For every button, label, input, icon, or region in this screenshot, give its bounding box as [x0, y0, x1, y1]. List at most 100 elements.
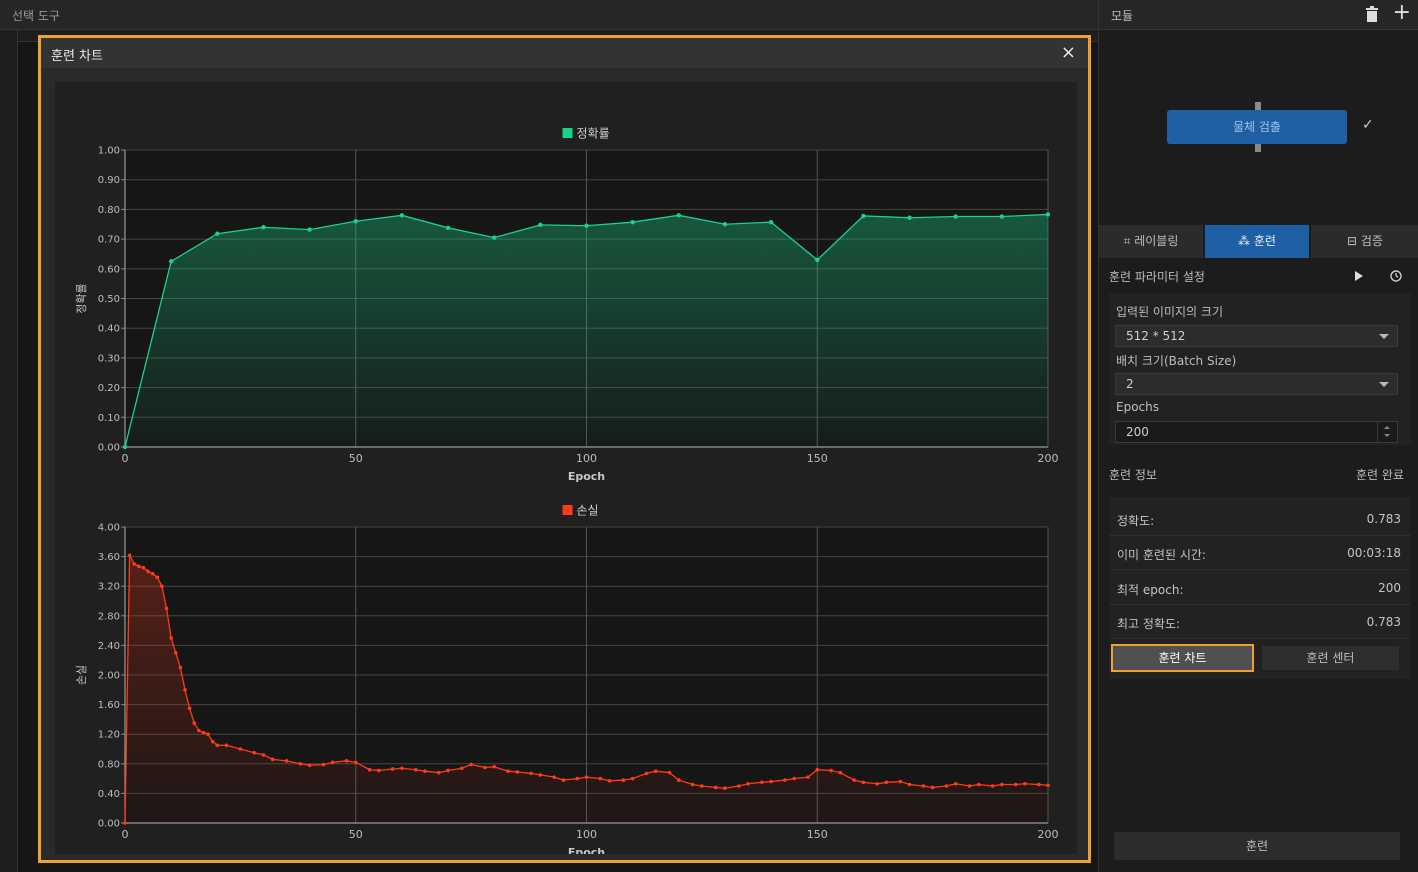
dialog-title: 훈련 차트 — [51, 49, 103, 64]
x-tick-label: 0 — [122, 452, 129, 465]
train-button[interactable]: 훈련 — [1114, 832, 1400, 860]
y-tick-label: 0.00 — [98, 443, 120, 454]
data-point — [815, 257, 820, 263]
data-point — [215, 743, 220, 748]
data-point — [400, 766, 404, 771]
data-point — [953, 214, 958, 219]
data-point — [390, 767, 395, 771]
tab-labeling[interactable]: ⌗ 레이블링 — [1099, 225, 1203, 258]
data-point — [644, 771, 649, 776]
trash-icon[interactable] — [1365, 6, 1379, 22]
module-title: 모듈 — [1111, 9, 1134, 23]
data-point — [353, 760, 358, 765]
data-point — [667, 770, 672, 775]
training-status: 훈련 완료 — [1356, 468, 1404, 482]
close-icon[interactable]: × — [1060, 42, 1076, 63]
data-point — [353, 219, 358, 224]
param-fields: 입력된 이미지의 크기 512 * 512 배치 크기(Batch Size) … — [1109, 293, 1411, 445]
data-point — [446, 768, 450, 773]
data-point — [1023, 781, 1027, 786]
data-point — [178, 665, 183, 670]
data-point — [206, 732, 210, 736]
validation-icon: ⊟ — [1347, 234, 1358, 248]
tab-validation[interactable]: ⊟ 검증 — [1311, 225, 1418, 258]
x-tick-label: 50 — [349, 828, 363, 841]
x-axis-label: Epoch — [568, 846, 605, 854]
data-point — [437, 770, 441, 775]
data-point — [1000, 782, 1004, 787]
y-tick-label: 0.40 — [98, 789, 120, 800]
data-point — [630, 219, 635, 225]
node-object-detection[interactable]: 물체 검출 — [1167, 110, 1347, 144]
data-point — [561, 778, 566, 782]
data-point — [598, 776, 603, 781]
data-point — [321, 762, 326, 767]
play-icon[interactable] — [1354, 270, 1364, 282]
x-tick-label: 50 — [349, 452, 363, 465]
data-point — [173, 651, 178, 655]
epochs-input[interactable]: 200 — [1115, 421, 1398, 443]
param-section-title: 훈련 파라미터 설정 — [1109, 270, 1205, 284]
data-point — [1036, 782, 1041, 787]
x-tick-label: 0 — [122, 828, 129, 841]
data-point — [164, 606, 169, 611]
data-point — [150, 571, 155, 576]
reset-icon[interactable] — [1389, 269, 1403, 283]
data-point — [469, 762, 473, 767]
x-axis-label: Epoch — [568, 470, 605, 483]
info-value: 0.783 — [1366, 512, 1401, 526]
data-point — [224, 743, 229, 748]
chart-area: 0.00 0.10 0.20 0.30 0.40 0.50 0.60 0.70 0.80 0.90… — [55, 82, 1077, 854]
tab-training[interactable]: ⁂ 훈련 — [1205, 225, 1309, 258]
training-center-button[interactable]: 훈련 센터 — [1262, 646, 1399, 670]
node-input-port — [1255, 102, 1261, 110]
y-tick-label: 2.40 — [98, 641, 120, 652]
data-point — [746, 781, 750, 786]
y-tick-label: 4.00 — [98, 523, 120, 534]
data-point — [898, 779, 903, 784]
legend-swatch — [562, 128, 573, 138]
data-point — [1046, 783, 1050, 788]
data-point — [768, 219, 774, 225]
data-point — [884, 780, 889, 785]
stepper-down-icon[interactable] — [1384, 434, 1390, 437]
y-tick-label: 1.20 — [98, 730, 120, 741]
y-tick-label: 0.70 — [98, 235, 120, 246]
y-tick-label: 1.00 — [98, 146, 120, 157]
data-point — [261, 753, 266, 757]
data-point — [261, 225, 266, 230]
y-tick-label: 0.30 — [98, 353, 120, 364]
y-axis-label: 정확률 — [75, 283, 88, 313]
info-row: 이미 훈련된 시간: 00:03:18 — [1109, 536, 1411, 570]
legend-swatch — [562, 505, 573, 515]
y-tick-label: 3.20 — [98, 582, 120, 593]
data-point — [713, 785, 718, 790]
data-point — [538, 222, 543, 228]
data-point — [677, 778, 681, 782]
image-size-select[interactable]: 512 * 512 — [1115, 325, 1398, 347]
data-point — [930, 785, 935, 790]
data-point — [460, 766, 464, 771]
training-icon: ⁂ — [1238, 234, 1251, 248]
x-tick-label: 100 — [576, 452, 597, 465]
data-point — [953, 781, 958, 786]
batch-size-select[interactable]: 2 — [1115, 373, 1398, 395]
x-tick-label: 150 — [807, 828, 828, 841]
x-tick-label: 200 — [1038, 828, 1059, 841]
tab-validation-label: 검증 — [1360, 234, 1383, 248]
data-point — [838, 770, 843, 775]
data-point — [722, 222, 728, 227]
data-point — [967, 784, 972, 788]
info-key: 이미 훈련된 시간: — [1117, 548, 1206, 562]
data-point — [192, 721, 197, 725]
training-chart-button[interactable]: 훈련 차트 — [1111, 644, 1254, 672]
data-point — [270, 757, 275, 762]
y-axis-label: 손실 — [75, 665, 88, 685]
epochs-stepper[interactable] — [1377, 422, 1397, 442]
data-point — [160, 584, 164, 588]
data-point — [307, 763, 312, 768]
add-icon[interactable]: + — [1392, 0, 1411, 25]
data-point — [1045, 212, 1051, 217]
stepper-up-icon[interactable] — [1384, 426, 1390, 429]
data-point — [187, 706, 192, 711]
